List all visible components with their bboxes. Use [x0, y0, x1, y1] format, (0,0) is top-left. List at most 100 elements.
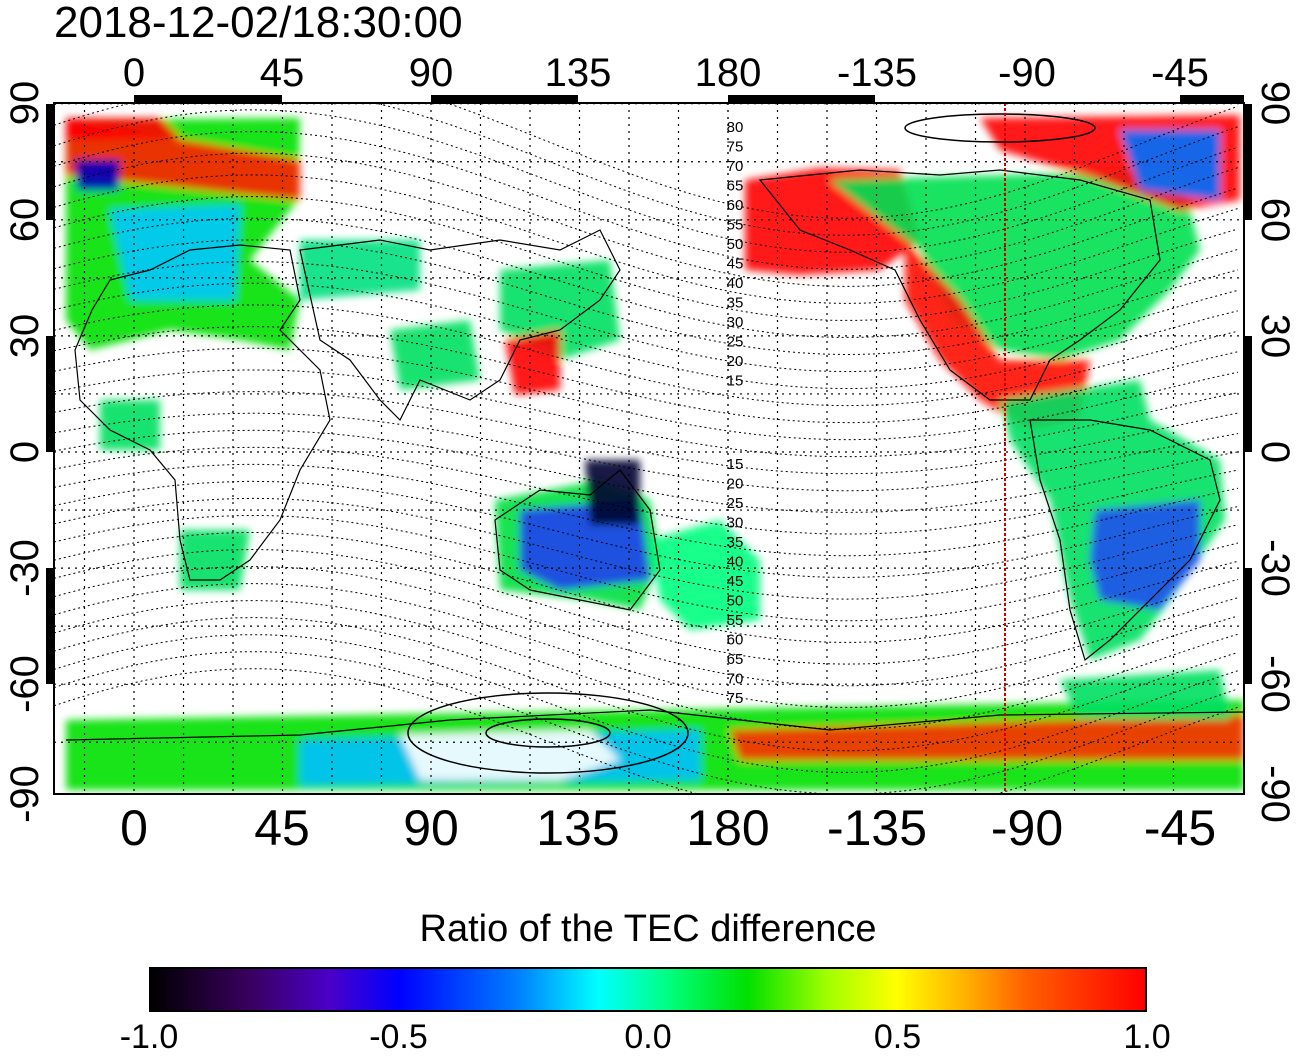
contour-label: 55 [727, 612, 744, 629]
magnetic-contour [54, 109, 1239, 253]
frame-bar [1244, 568, 1252, 684]
frame-bar [134, 95, 282, 103]
contour-label: 60 [727, 632, 744, 649]
lon-tick-label-top: 180 [695, 51, 762, 95]
lon-tick-label-top: -45 [1151, 51, 1209, 95]
north-magnetic-pole-contour [904, 113, 1096, 143]
lat-tick-label-right: 0 [1253, 441, 1296, 463]
tec-patch [505, 330, 560, 395]
contour-label: 70 [727, 158, 744, 175]
lon-tick-label-top: -135 [837, 51, 917, 95]
coastline [65, 709, 1244, 741]
tec-patch [650, 520, 760, 630]
contour-label: 80 [727, 119, 744, 136]
frame-bar [46, 336, 54, 452]
tec-patch [1060, 670, 1230, 720]
frame-bar [46, 568, 54, 684]
lat-tick-label-right: 30 [1253, 314, 1296, 359]
magnetic-contour [54, 480, 1239, 578]
lon-tick-label-bottom: 135 [536, 800, 619, 856]
frame-bar [1244, 336, 1252, 452]
contour-label: 75 [727, 690, 744, 707]
colorbar-title: Ratio of the TEC difference [419, 908, 877, 950]
magnetic-contour [54, 566, 1239, 687]
lat-tick-label-left: -30 [3, 539, 47, 597]
colorbar-tick-label: -1.0 [119, 1018, 179, 1056]
magnetic-latitude-contours [54, 103, 1239, 794]
magnetic-contour [54, 196, 1239, 321]
magnetic-contour [54, 131, 1239, 270]
magnetic-contour [54, 583, 1239, 708]
magnetic-contour [54, 412, 1239, 492]
magnetic-contour [54, 651, 1239, 794]
tec-patch [585, 460, 640, 525]
tec-patch [100, 400, 160, 450]
tec-patch [300, 240, 420, 300]
lon-tick-label-top: 135 [545, 51, 612, 95]
colorbar-tick-label: 0.0 [624, 1018, 672, 1056]
frame-bar [431, 95, 578, 103]
frame-bars [46, 95, 1252, 684]
tec-patch [830, 170, 1200, 360]
contour-label: 35 [727, 534, 744, 551]
magnetic-contour [54, 152, 1239, 287]
frame-bar [728, 95, 875, 103]
lat-tick-label-left: -60 [3, 655, 47, 713]
lat-tick-label-right: -60 [1253, 655, 1296, 713]
tec-ratio-data [66, 115, 1244, 790]
lon-tick-label-top: 45 [260, 51, 305, 95]
lat-tick-label-left: 0 [3, 441, 47, 463]
tec-patch [66, 118, 180, 140]
magnetic-contour [54, 463, 1239, 557]
frame-bar [46, 104, 54, 220]
south-magnetic-pole-contour [485, 718, 611, 748]
magnetic-contour [54, 634, 1239, 773]
lat-tick-label-left: -90 [3, 765, 47, 823]
magnetic-contour [54, 103, 1239, 219]
contour-label: 65 [727, 178, 744, 195]
tec-patch [1090, 500, 1200, 610]
lon-tick-label-bottom: -45 [1144, 800, 1216, 856]
coastline [1029, 419, 1221, 662]
contour-label: 30 [727, 314, 744, 331]
contour-label: 75 [727, 139, 744, 156]
magnetic-contour [54, 668, 1239, 794]
coastline [494, 469, 661, 611]
frame-bar [1180, 95, 1244, 103]
magnetic-contour [54, 617, 1239, 752]
magnetic-contour [54, 217, 1239, 338]
lat-tick-label-right: -30 [1253, 539, 1296, 597]
lat-tick-label-left: 30 [3, 314, 47, 359]
lat-tick-label-right: 60 [1253, 198, 1296, 243]
contour-label: 45 [727, 256, 744, 273]
magnetic-contour [54, 391, 1239, 475]
contour-label: 40 [727, 275, 744, 292]
contour-label: 20 [727, 353, 744, 370]
lon-tick-label-top: -90 [998, 51, 1056, 95]
lon-tick-label-bottom: 45 [254, 800, 310, 856]
magnetic-contour [54, 326, 1239, 424]
magnetic-contour [54, 548, 1239, 665]
contour-label: 25 [727, 495, 744, 512]
contour-label: 65 [727, 651, 744, 668]
contour-label: 45 [727, 573, 744, 590]
lat-tick-label-right: 90 [1253, 81, 1296, 126]
lon-tick-label-top: 0 [123, 51, 145, 95]
tec-patch [390, 320, 480, 390]
timestamp-title: 2018-12-02/18:30:00 [54, 0, 463, 47]
magnetic-contour [54, 497, 1239, 600]
contour-label: 40 [727, 554, 744, 571]
lon-tick-label-bottom: -90 [991, 800, 1063, 856]
magnetic-contour [54, 103, 1239, 236]
lat-lon-grid [54, 103, 1244, 794]
contour-label: 70 [727, 671, 744, 688]
lat-tick-label-right: -90 [1253, 765, 1296, 823]
tec-patch [110, 205, 240, 300]
lat-tick-label-left: 90 [3, 81, 47, 126]
colorbar-tick-label: -0.5 [369, 1018, 428, 1056]
frame-bar [1244, 104, 1252, 220]
colorbar [149, 967, 1147, 1012]
contour-label: 50 [727, 593, 744, 610]
contour-label: 50 [727, 236, 744, 253]
contour-label: 25 [727, 334, 744, 351]
